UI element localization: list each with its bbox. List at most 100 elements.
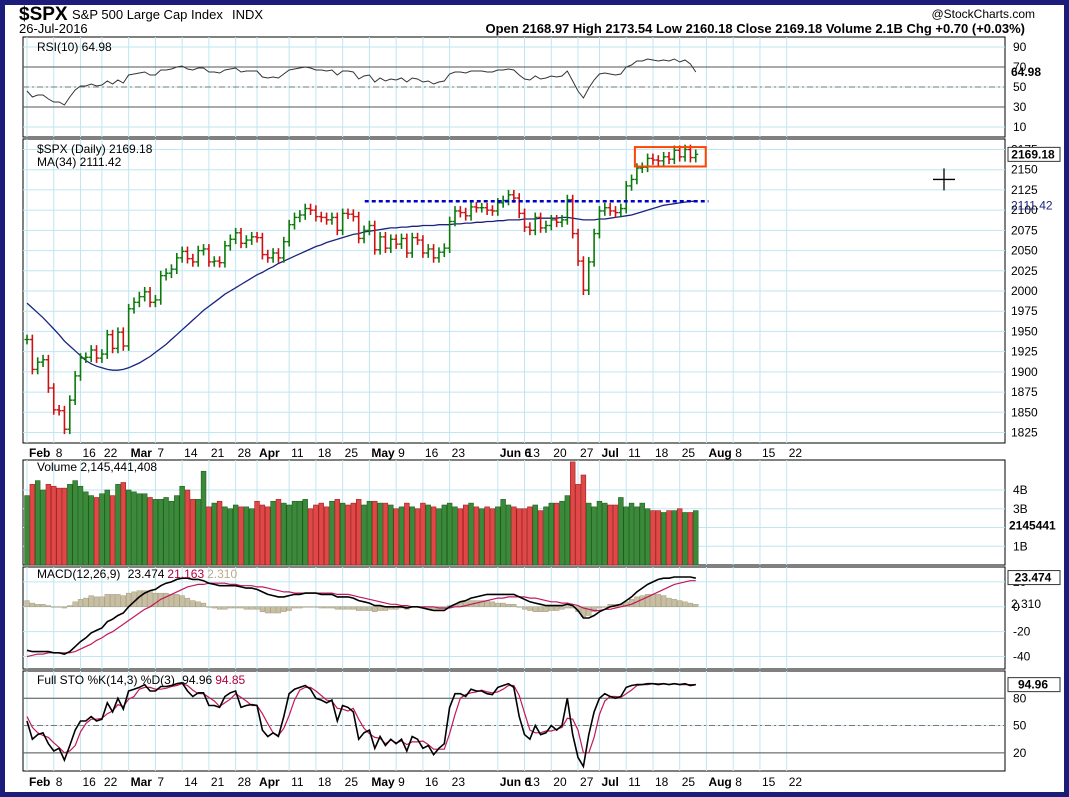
price-tick-4: 2075 (1011, 223, 1038, 237)
price-tick-11: 1900 (1011, 365, 1038, 379)
date-label-bottom-7: 21 (211, 775, 225, 789)
volume-bar-125 (693, 510, 699, 566)
date-label-top-19: 20 (553, 446, 567, 460)
date-label-top-23: 18 (655, 446, 669, 460)
volume-bar-121 (671, 510, 678, 566)
volume-bar-70 (398, 506, 405, 566)
macd-hist-bar-52 (302, 606, 308, 608)
ma34-line (26, 200, 696, 371)
sto-d-line (26, 683, 696, 754)
volume-bar-95 (532, 504, 538, 566)
date-label-bottom-22: 11 (628, 775, 641, 789)
volume-bar-80 (452, 506, 458, 566)
volume-bar-43 (254, 500, 260, 566)
date-label-bottom-27: 15 (762, 775, 776, 789)
macd-hist-bar-87 (489, 601, 496, 608)
volume-bar-52 (302, 499, 308, 566)
price-tick-13: 1850 (1011, 405, 1038, 419)
volume-bar-31 (190, 499, 196, 566)
volume-bar-33 (200, 470, 207, 566)
macd-hist-bar-10 (77, 599, 84, 608)
macd-hist-bar-101 (564, 606, 570, 609)
date-label-bottom-6: 14 (184, 775, 198, 789)
macd-last-value: 23.474 (1015, 571, 1052, 585)
stock-chart: $SPX S&P 500 Large Cap Index INDX 26-Jul… (19, 4, 1061, 789)
volume-bar-58 (334, 499, 340, 566)
volume-bar-71 (404, 502, 410, 566)
macd-hist-bar-33 (200, 602, 207, 608)
chart-name: S&P 500 Large Cap Index (72, 7, 223, 22)
volume-bar-63 (361, 504, 367, 566)
date-label-top-27: 15 (762, 446, 776, 460)
volume-bar-124 (687, 512, 694, 566)
macd-hist-bar-85 (479, 600, 485, 608)
date-label-bottom-14: 9 (398, 775, 405, 789)
macd-hist-bar-125 (693, 604, 699, 608)
volume-bar-20 (131, 491, 137, 566)
macd-signal-value: 21.163 (167, 567, 204, 581)
volume-bar-65 (372, 500, 378, 566)
volume-bar-90 (505, 504, 512, 566)
volume-bar-87 (489, 508, 496, 566)
volume-bar-84 (473, 506, 480, 566)
macd-tick-1: 0 (1013, 600, 1020, 614)
macd-hist-bar-92 (516, 606, 522, 608)
volume-bar-89 (500, 499, 506, 566)
volume-bar-40 (238, 506, 244, 566)
volume-bar-60 (345, 504, 351, 566)
volume-bar-115 (639, 502, 645, 566)
volume-bar-53 (307, 508, 314, 566)
macd-hist-bar-29 (179, 595, 185, 608)
macd-hist-bar-27 (168, 594, 175, 608)
macd-hist-bar-7 (61, 606, 68, 609)
date-label-bottom-17: Jun 6 (500, 775, 532, 789)
volume-bar-67 (382, 502, 389, 566)
sto-tick-0: 80 (1013, 691, 1027, 705)
price-tick-6: 2025 (1011, 264, 1038, 278)
date-label-bottom-12: 25 (345, 775, 359, 789)
rsi-line (26, 58, 697, 106)
date-label-bottom-11: 18 (318, 775, 332, 789)
macd-hist-bar-44 (259, 606, 266, 612)
volume-bar-15 (104, 489, 110, 566)
volume-bar-99 (553, 502, 560, 566)
volume-bar-79 (446, 502, 453, 566)
macd-hist-bar-121 (671, 599, 677, 608)
volume-bar-32 (195, 499, 201, 566)
date-label-bottom-15: 16 (425, 775, 439, 789)
macd-hist-bar-94 (527, 606, 533, 611)
volume-bar-14 (99, 493, 105, 566)
price-last-value: 2169.18 (1011, 147, 1055, 161)
macd-hist-bar-40 (238, 606, 244, 609)
macd-last-value-box (1007, 570, 1061, 586)
macd-hist-bar-41 (243, 606, 249, 610)
volume-bar-102 (569, 461, 576, 566)
macd-hist-bar-120 (666, 597, 672, 608)
volume-bar-120 (666, 510, 672, 566)
volume-bar-44 (259, 504, 266, 566)
volume-bar-57 (329, 500, 335, 566)
macd-hist-bar-98 (548, 606, 554, 611)
volume-bar-101 (564, 495, 571, 566)
volume-bar-54 (313, 504, 319, 566)
macd-hist-bar-64 (366, 606, 373, 611)
volume-bar-49 (286, 504, 292, 566)
rsi-tick-2: 50 (1013, 80, 1027, 94)
macd-hist-bar-91 (511, 604, 517, 608)
volume-bar-3 (40, 489, 46, 566)
date-label-top-28: 22 (789, 446, 803, 460)
volume-bar-100 (559, 500, 565, 566)
volume-bar-5 (51, 485, 57, 566)
chart-exchange: INDX (232, 7, 263, 22)
macd-hist-bar-63 (361, 606, 367, 611)
macd-hist-bar-49 (286, 606, 292, 611)
macd-hist-bar-60 (345, 606, 351, 610)
macd-hist-bar-96 (538, 606, 544, 612)
volume-bar-2 (34, 480, 41, 566)
date-label-bottom-2: 16 (83, 775, 97, 789)
macd-tick-3: -40 (1013, 650, 1031, 664)
volume-last-value: 2145441 (1009, 519, 1056, 533)
date-label-top-13: May (371, 446, 395, 460)
quote-line: Open 2168.97 High 2173.54 Low 2160.18 Cl… (485, 21, 1025, 36)
date-label-bottom-21: Jul (601, 775, 618, 789)
